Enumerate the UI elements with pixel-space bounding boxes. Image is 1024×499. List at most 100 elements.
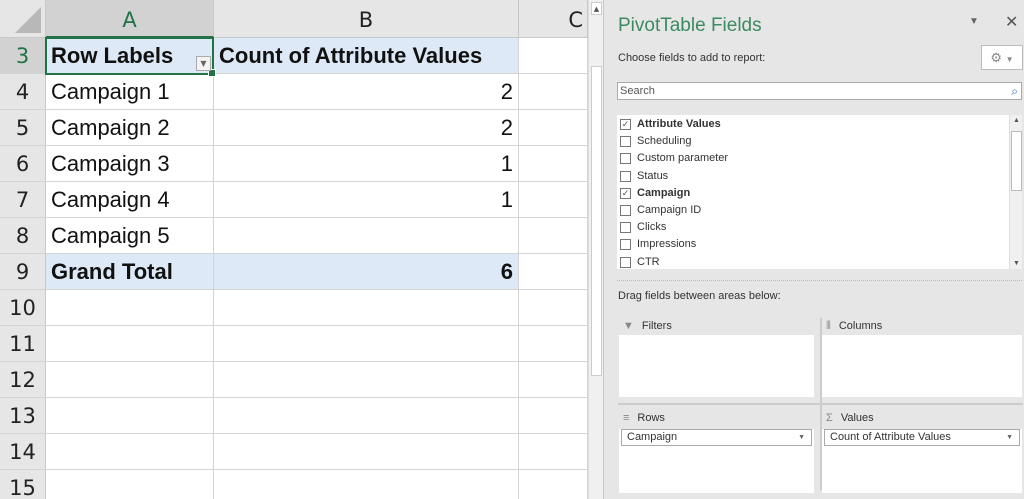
row-header[interactable]: 6 <box>0 146 46 182</box>
checkbox[interactable] <box>620 239 631 251</box>
close-icon[interactable]: ✕ <box>1005 14 1019 31</box>
chevron-down-icon[interactable]: ▼ <box>798 434 805 441</box>
spreadsheet-grid[interactable]: A B C 3 Row Labels Count of Attribute Valu… <box>0 0 588 499</box>
rows-drop-zone[interactable]: Campaign ▼ <box>619 429 814 493</box>
field-list-scrollbar[interactable]: ▲ ▼ <box>1009 115 1022 269</box>
column-c-cell[interactable] <box>519 362 588 398</box>
field-item[interactable]: ✓ Campaign <box>620 185 690 202</box>
field-item[interactable]: Impressions <box>620 236 696 253</box>
scroll-thumb[interactable] <box>1011 131 1022 191</box>
row-header[interactable]: 11 <box>0 326 46 362</box>
scroll-down-icon[interactable]: ▼ <box>1013 260 1020 267</box>
row-header[interactable]: 15 <box>0 470 46 499</box>
grid-row-label-cell[interactable] <box>46 398 214 434</box>
field-item[interactable]: Campaign ID <box>620 202 701 219</box>
column-header-b[interactable]: B <box>214 0 519 38</box>
column-c-cell[interactable] <box>519 182 588 218</box>
grid-row-label-cell[interactable] <box>46 290 214 326</box>
column-c-cell[interactable] <box>519 74 588 110</box>
scroll-up-icon[interactable]: ▲ <box>1013 117 1020 124</box>
column-header-a[interactable]: A <box>46 0 214 38</box>
row-header[interactable]: 10 <box>0 290 46 326</box>
field-item[interactable]: Clicks <box>620 219 666 236</box>
grand-total-row-label-cell[interactable]: Grand Total <box>46 254 214 290</box>
filters-drop-zone[interactable] <box>619 335 814 397</box>
filters-area[interactable]: ▼ Filters <box>619 317 814 397</box>
row-labels-filter-button[interactable]: ▼ <box>196 56 211 71</box>
grid-row-label-cell[interactable] <box>46 434 214 470</box>
columns-drop-zone[interactable] <box>822 335 1022 397</box>
pivot-row-value-cell[interactable] <box>214 218 519 254</box>
checkbox[interactable] <box>620 205 631 216</box>
pivot-row-value-cell[interactable]: 2 <box>214 110 519 146</box>
values-field-count[interactable]: Count of Attribute Values ▼ <box>824 429 1020 446</box>
field-item[interactable]: Scheduling <box>620 133 691 150</box>
select-all-corner[interactable] <box>0 0 46 38</box>
row-header[interactable]: 5 <box>0 110 46 146</box>
checkbox[interactable] <box>620 170 631 182</box>
column-c-cell[interactable] <box>519 218 588 254</box>
pivot-row-label-cell[interactable]: Campaign 5 <box>46 218 214 254</box>
pivot-row-value-cell[interactable]: 1 <box>214 146 519 182</box>
column-c-cell[interactable] <box>519 38 588 74</box>
column-c-cell[interactable] <box>519 470 588 499</box>
grid-row-value-cell[interactable] <box>214 362 519 398</box>
area-divider <box>618 403 1023 405</box>
row-header[interactable]: 3 <box>0 38 46 74</box>
row-header[interactable]: 9 <box>0 254 46 290</box>
scroll-thumb[interactable] <box>591 66 602 376</box>
field-item[interactable]: Custom parameter <box>620 150 728 167</box>
gear-icon[interactable]: ⚙ ▼ <box>981 45 1023 70</box>
grid-row-value-cell[interactable] <box>214 434 519 470</box>
pivot-header-value-cell[interactable]: Count of Attribute Values <box>214 38 519 74</box>
scroll-up-icon[interactable]: ▲ <box>591 2 602 15</box>
row-header[interactable]: 14 <box>0 434 46 470</box>
column-c-cell[interactable] <box>519 290 588 326</box>
grid-row-value-cell[interactable] <box>214 398 519 434</box>
columns-area[interactable]: ⦀ Columns <box>822 317 1022 397</box>
row-header[interactable]: 7 <box>0 182 46 218</box>
field-item[interactable]: ✓ Attribute Values <box>620 116 721 133</box>
field-item[interactable]: Status <box>620 168 668 185</box>
search-input[interactable]: Search ⌕ <box>617 82 1022 100</box>
row-header[interactable]: 4 <box>0 74 46 110</box>
chevron-down-icon[interactable]: ▼ <box>1006 434 1013 441</box>
row-header[interactable]: 12 <box>0 362 46 398</box>
grid-row-value-cell[interactable] <box>214 326 519 362</box>
column-c-cell[interactable] <box>519 326 588 362</box>
row-header[interactable]: 8 <box>0 218 46 254</box>
pane-options-dropdown-icon[interactable]: ▼ <box>969 16 979 27</box>
checked-checkbox[interactable]: ✓ <box>620 119 631 130</box>
grid-row-label-cell[interactable] <box>46 326 214 362</box>
grid-row-label-cell[interactable] <box>46 470 214 499</box>
checkbox[interactable] <box>620 222 631 234</box>
grid-row-label-cell[interactable] <box>46 362 214 398</box>
checkbox[interactable] <box>620 256 631 268</box>
rows-area[interactable]: ≡ Rows Campaign ▼ <box>619 409 814 493</box>
row-header[interactable]: 13 <box>0 398 46 434</box>
column-c-cell[interactable] <box>519 254 588 290</box>
values-area[interactable]: Σ Values Count of Attribute Values ▼ <box>822 409 1022 493</box>
grid-row-value-cell[interactable] <box>214 290 519 326</box>
values-drop-zone[interactable]: Count of Attribute Values ▼ <box>822 429 1022 493</box>
column-c-cell[interactable] <box>519 434 588 470</box>
vertical-scrollbar[interactable]: ▲ <box>588 0 603 499</box>
pivot-row-value-cell[interactable]: 2 <box>214 74 519 110</box>
column-header-c[interactable]: C <box>519 0 588 38</box>
pivot-row-label-cell[interactable]: Campaign 1 <box>46 74 214 110</box>
pivot-row-label-cell[interactable]: Campaign 4 <box>46 182 214 218</box>
grid-row-value-cell[interactable] <box>214 470 519 499</box>
checkbox[interactable] <box>620 153 631 165</box>
pivot-header-label-cell[interactable]: Row Labels <box>46 38 214 74</box>
column-c-cell[interactable] <box>519 146 588 182</box>
pivot-row-value-cell[interactable]: 1 <box>214 182 519 218</box>
rows-field-campaign[interactable]: Campaign ▼ <box>621 429 812 446</box>
field-item[interactable]: CTR <box>620 254 660 271</box>
checked-checkbox[interactable]: ✓ <box>620 187 631 199</box>
pivot-row-label-cell[interactable]: Campaign 2 <box>46 110 214 146</box>
column-c-cell[interactable] <box>519 110 588 146</box>
column-c-cell[interactable] <box>519 398 588 434</box>
pivot-row-label-cell[interactable]: Campaign 3 <box>46 146 214 182</box>
checkbox[interactable] <box>620 136 631 148</box>
grand-total-row-value-cell[interactable]: 6 <box>214 254 519 290</box>
